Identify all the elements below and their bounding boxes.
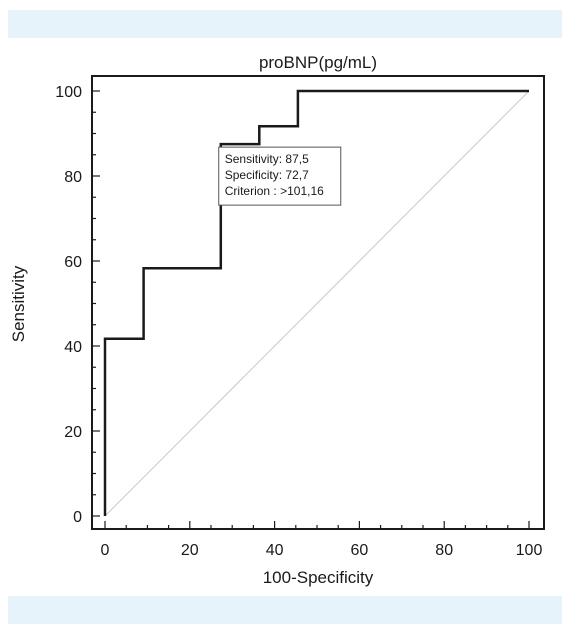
criterion-annotation-line: Specificity: 72,7 xyxy=(225,168,309,182)
x-tick-label: 100 xyxy=(516,542,543,559)
y-tick-label: 80 xyxy=(64,169,82,186)
x-tick-label: 20 xyxy=(181,542,199,559)
y-tick-label: 100 xyxy=(55,84,82,101)
x-tick-label: 0 xyxy=(101,542,110,559)
x-tick-label: 80 xyxy=(435,542,453,559)
y-tick-label: 0 xyxy=(73,509,82,526)
y-tick-label: 20 xyxy=(64,424,82,441)
x-tick-label: 40 xyxy=(266,542,284,559)
x-tick-label: 60 xyxy=(351,542,369,559)
x-axis-label: 100-Specificity xyxy=(263,568,374,587)
chart-title: proBNP(pg/mL) xyxy=(259,53,377,72)
criterion-annotation-line: Criterion : >101,16 xyxy=(225,184,324,198)
criterion-annotation-line: Sensitivity: 87,5 xyxy=(225,152,309,166)
y-tick-label: 40 xyxy=(64,339,82,356)
y-axis-label: Sensitivity xyxy=(9,265,28,342)
y-tick-label: 60 xyxy=(64,254,82,271)
